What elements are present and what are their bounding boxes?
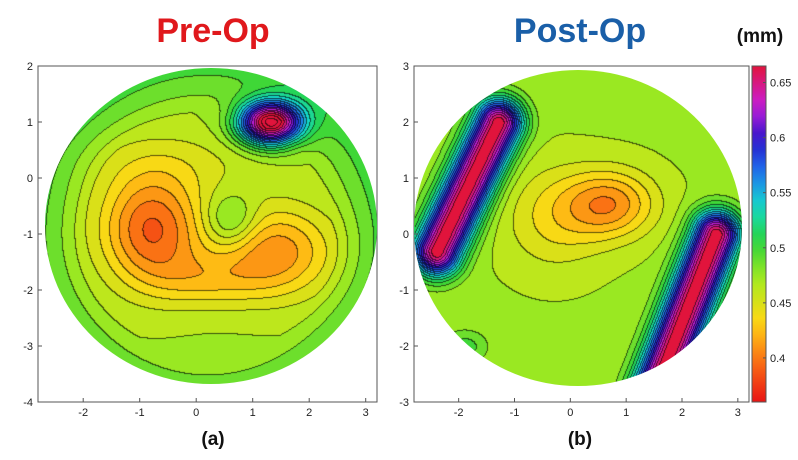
colorbar-tick-label: 0.6 bbox=[770, 133, 785, 145]
panel-a-map-raster bbox=[45, 68, 377, 384]
panel-a-ytick-label: 2 bbox=[27, 61, 33, 73]
panel-b-ytick-label: -1 bbox=[399, 285, 409, 297]
colorbar-tick-label: 0.65 bbox=[770, 78, 791, 90]
panel-b-xtick-label: 0 bbox=[567, 407, 573, 419]
panel-b-axes: -2 -1 0 1 2 3 3 2 1 0 -1 -2 -3 bbox=[399, 61, 741, 419]
colorbar-unit: (mm) bbox=[737, 26, 783, 47]
panel-a-xtick-label: 0 bbox=[193, 407, 199, 419]
panel-b-ytick-label: -2 bbox=[399, 341, 409, 353]
colorbar: 0.65 0.6 0.55 0.5 0.45 0.4 bbox=[751, 65, 791, 403]
panel-b-ytick-label: -3 bbox=[399, 397, 409, 409]
panel-a-caption: (a) bbox=[201, 429, 224, 450]
panel-a-xtick-label: -2 bbox=[78, 407, 88, 419]
panel-a-xtick-label: -1 bbox=[135, 407, 145, 419]
panel-b-ytick-label: 0 bbox=[403, 229, 409, 241]
panel-b-xtick-label: -1 bbox=[510, 407, 520, 419]
panel-b-xtick-label: 2 bbox=[679, 407, 685, 419]
colorbar-tick-label: 0.4 bbox=[770, 353, 785, 365]
panel-b-contour-map bbox=[414, 70, 742, 386]
panel-b-ytick-label: 1 bbox=[403, 173, 409, 185]
colorbar-tick-label: 0.45 bbox=[770, 298, 791, 310]
panel-b-caption: (b) bbox=[568, 429, 592, 450]
panel-b-xtick-label: -2 bbox=[454, 407, 464, 419]
panel-a-ytick-label: -2 bbox=[23, 285, 33, 297]
panel-b-xtick-label: 3 bbox=[735, 407, 741, 419]
colorbar-tick-label: 0.55 bbox=[770, 188, 791, 200]
panel-a-ytick-label: 1 bbox=[27, 117, 33, 129]
panel-b-ytick-label: 3 bbox=[403, 61, 409, 73]
colorbar-gradient bbox=[751, 65, 767, 403]
panel-a-contour-map bbox=[45, 68, 377, 384]
panel-a-xtick-label: 2 bbox=[306, 407, 312, 419]
panel-a-ytick-label: -4 bbox=[23, 397, 33, 409]
panel-b-ytick-label: 2 bbox=[403, 117, 409, 129]
colorbar-tick-label: 0.5 bbox=[770, 243, 785, 255]
panel-a-ytick-label: 0 bbox=[27, 173, 33, 185]
panel-a-ytick-label: -1 bbox=[23, 229, 33, 241]
panel-b-xtick-label: 1 bbox=[623, 407, 629, 419]
panel-a-ytick-label: -3 bbox=[23, 341, 33, 353]
panel-a-xtick-label: 1 bbox=[250, 407, 256, 419]
panel-b-title: Post-Op bbox=[514, 12, 646, 50]
panel-a-title: Pre-Op bbox=[156, 12, 269, 50]
panel-b-map-raster bbox=[414, 70, 742, 386]
panel-a-xtick-label: 3 bbox=[363, 407, 369, 419]
panel-a-axes: -2 -1 0 1 2 3 2 1 0 -1 -2 -3 -4 bbox=[23, 61, 369, 419]
